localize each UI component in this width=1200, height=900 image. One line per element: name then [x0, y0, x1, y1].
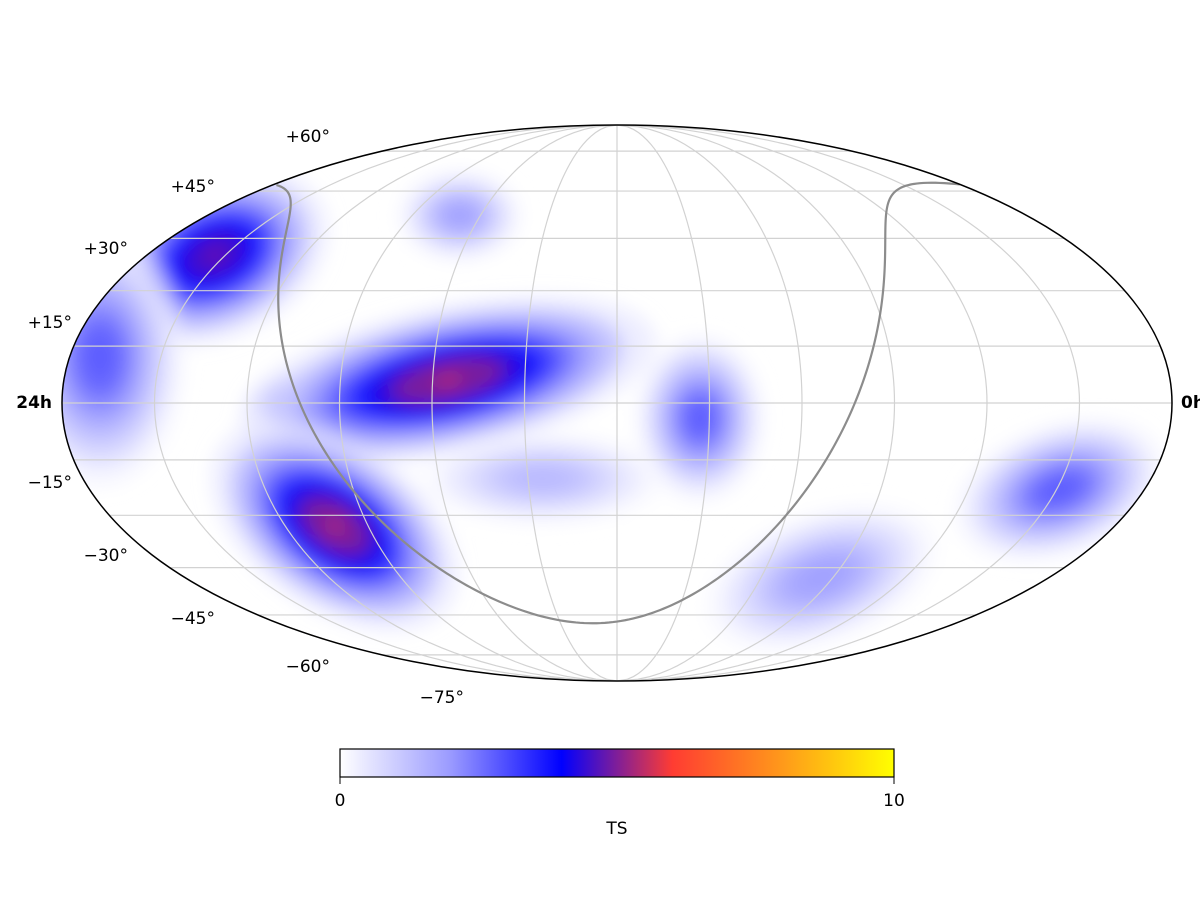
grid-line [616, 125, 1081, 681]
dec-label: +45° [171, 177, 215, 197]
ra-label: 0h [1181, 393, 1200, 413]
hotspot-level [1052, 485, 1067, 495]
grid-line [246, 125, 618, 681]
ts-map [62, 164, 1163, 651]
grid-line [153, 125, 618, 681]
dec-label: −75° [420, 688, 464, 708]
grid-line [616, 125, 803, 681]
hotspot-level [813, 572, 829, 583]
galactic-plane [370, 181, 961, 625]
colorbar [339, 748, 895, 778]
dec-label: −45° [171, 609, 215, 629]
dec-label: +60° [286, 127, 330, 147]
hotspot [955, 418, 1163, 561]
grid-line [523, 125, 618, 681]
hotspot [704, 504, 938, 651]
dec-label: −15° [28, 473, 72, 493]
dec-label: +30° [84, 239, 128, 259]
dec-label: −60° [286, 657, 330, 677]
ra-label: 24h [16, 393, 52, 413]
colorbar-tick-label: 10 [883, 791, 905, 811]
hotspot-level [207, 249, 223, 262]
galactic-plane [276, 183, 373, 513]
hotspot-level [434, 374, 462, 386]
dec-label: +15° [28, 313, 72, 333]
grid-line [338, 125, 618, 681]
grid [62, 125, 1172, 681]
colorbar-label: TS [605, 819, 627, 839]
hotspot-level [94, 348, 106, 366]
hotspot [211, 421, 459, 632]
grid-line [616, 125, 988, 681]
hotspot-level [326, 519, 344, 533]
colorbar-tick-label: 0 [335, 791, 346, 811]
hotspot-level [534, 475, 551, 482]
hotspot [62, 228, 184, 487]
dec-label: −30° [84, 546, 128, 566]
grid-line [616, 125, 711, 681]
hotspot [420, 432, 666, 525]
grid-line [431, 125, 618, 681]
hotspot-level [695, 412, 705, 424]
hotspot-level [455, 212, 464, 219]
grid-line [616, 125, 896, 681]
sky-boundary [61, 124, 1173, 682]
